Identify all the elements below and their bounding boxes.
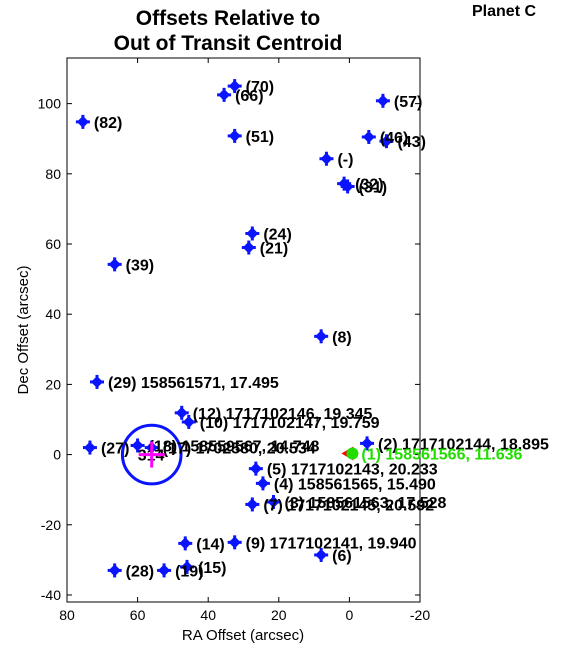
data-point	[360, 436, 375, 451]
point-label: (6)	[332, 548, 352, 565]
point-label: (10) 1717102147, 19.759	[200, 415, 380, 432]
point-label: (66)	[235, 88, 263, 105]
data-point	[361, 129, 376, 144]
data-point	[241, 240, 256, 255]
data-marks	[75, 79, 394, 578]
data-point	[107, 563, 122, 578]
point-labels: (70)(66) (57) (82) (51) (46)(43) (-)(32)(31) (…	[94, 79, 549, 580]
x-axis-label: RA Offset (arcsec)	[182, 627, 304, 644]
data-point	[255, 476, 270, 491]
highlight-point	[346, 447, 359, 460]
data-point	[107, 257, 122, 272]
point-label: (70)	[246, 79, 274, 96]
point-label: (43)	[397, 134, 425, 151]
point-label: (82)	[94, 115, 122, 132]
point-label: (7) 1717102145, 20.592	[263, 497, 434, 514]
point-label: (14)	[196, 536, 224, 553]
data-point	[245, 226, 260, 241]
data-point	[245, 497, 260, 512]
data-point	[178, 536, 193, 551]
data-point	[75, 114, 90, 129]
chart-title-line-1: Offsets Relative to	[136, 7, 320, 30]
data-point	[319, 151, 334, 166]
data-point	[248, 461, 263, 476]
axis-ticks: 80 60 40 20 0 -20 -40 -20 0 20 40 60 80 100	[38, 58, 430, 623]
point-label: (29) 158561571, 17.495	[108, 375, 279, 392]
data-point	[375, 93, 390, 108]
point-label: (57)	[394, 94, 422, 111]
plot-area	[66, 57, 421, 603]
data-point	[217, 87, 232, 102]
point-label: (8)	[332, 329, 352, 346]
y-tick-label: 40	[45, 306, 61, 322]
data-point	[266, 494, 281, 509]
data-point	[157, 563, 172, 578]
point-label: (17) 1702580, 20.534	[163, 441, 316, 458]
data-point	[227, 79, 242, 94]
y-axis-label: Dec Offset (arcsec)	[15, 266, 32, 395]
point-label: (46)	[380, 130, 408, 147]
point-label: (18) 158559567, 14.748	[149, 438, 320, 455]
point-label: (21)	[260, 241, 288, 258]
data-point	[82, 440, 97, 455]
y-tick-label: 80	[45, 166, 61, 182]
x-tick-label: 0	[346, 607, 354, 623]
point-label: (27)	[101, 441, 129, 458]
data-point	[340, 179, 355, 194]
data-point	[130, 438, 145, 453]
centroid-circle	[120, 423, 183, 486]
data-point	[90, 374, 105, 389]
data-point	[314, 547, 329, 562]
point-label: (3) 158561563, 17.528	[285, 495, 447, 512]
data-point	[227, 535, 242, 550]
y-tick-label: 100	[38, 96, 62, 112]
data-point	[379, 134, 394, 149]
data-point	[180, 559, 195, 574]
x-tick-label: 40	[200, 607, 216, 623]
y-tick-label: 60	[45, 236, 61, 252]
data-point	[314, 329, 329, 344]
data-point	[174, 405, 189, 420]
x-tick-label: 80	[59, 607, 75, 623]
y-tick-label: -20	[41, 517, 61, 533]
point-label: (4) 158561565, 15.490	[274, 476, 436, 493]
y-tick-label: 0	[53, 447, 61, 463]
x-tick-label: 60	[130, 607, 146, 623]
highlight-point-label: (1) 158561566, 11.636	[361, 447, 522, 464]
point-label: (28)	[126, 563, 154, 580]
point-label: (9) 1717102141, 19.940	[246, 535, 417, 552]
point-label: (5) 1717102143, 20.233	[267, 462, 438, 479]
data-point	[181, 414, 196, 429]
point-label: (31)	[359, 179, 387, 196]
point-label: (51)	[246, 129, 274, 146]
y-tick-label: 20	[45, 376, 61, 392]
point-label: (39)	[126, 257, 154, 274]
point-label: (2) 1717102144, 18.895	[378, 436, 549, 453]
chart-title-line-2: Out of Transit Centroid	[114, 32, 343, 55]
point-label: (-)	[337, 152, 353, 169]
point-label: (19)	[175, 563, 203, 580]
x-tick-label: -20	[410, 607, 430, 623]
point-label: (12) 1717102146, 19.345	[193, 406, 373, 423]
x-tick-label: 20	[271, 607, 287, 623]
point-label: (15)	[198, 560, 226, 577]
data-point	[227, 128, 242, 143]
point-label: (32)	[355, 177, 383, 194]
y-tick-label: -40	[41, 587, 61, 603]
point-label: (24)	[263, 226, 291, 243]
side-title: Planet C	[472, 3, 536, 20]
